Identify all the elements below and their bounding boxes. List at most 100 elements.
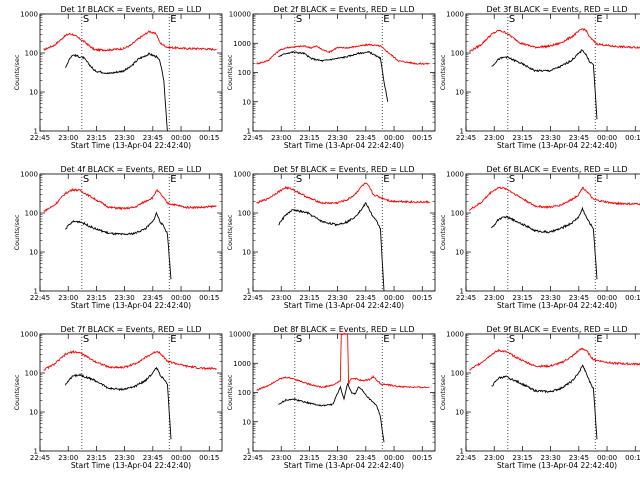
x-tick-label: 23:30 — [541, 294, 561, 302]
y-tick-label: 100 — [25, 370, 38, 378]
x-tick-label: 00:00 — [384, 294, 404, 302]
panel-title: Det 9f BLACK = Events, RED = LLD — [486, 325, 627, 334]
panel-title: Det 8f BLACK = Events, RED = LLD — [273, 325, 414, 334]
x-tick-label: 23:00 — [484, 134, 504, 142]
x-tick-label: 22:45 — [243, 294, 263, 302]
panel-det-3: Det 3f BLACK = Events, RED = LLD 1 10 100 10… — [439, 5, 640, 150]
panel-title: Det 5f BLACK = Events, RED = LLD — [273, 165, 414, 174]
x-axis-label: Start Time (13-Apr-04 22:42:40) — [497, 301, 617, 310]
y-axis-label: Counts/sec — [226, 214, 234, 250]
x-tick-label: 22:45 — [243, 454, 263, 462]
y-tick-label: 1 — [34, 288, 38, 296]
red-series-line — [43, 349, 217, 371]
black-series-line — [491, 206, 598, 280]
x-tick-label: 23:30 — [328, 454, 348, 462]
y-tick-label: 100 — [451, 370, 464, 378]
x-tick-label: 22:45 — [30, 294, 50, 302]
black-series-line — [278, 382, 385, 443]
x-tick-label: 00:00 — [384, 134, 404, 142]
y-tick-label: 10 — [455, 89, 464, 97]
x-tick-label: 23:00 — [484, 294, 504, 302]
x-tick-label: 23:45 — [569, 294, 589, 302]
panel-det-9: Det 9f BLACK = Events, RED = LLD 1 10 100 10… — [439, 325, 640, 470]
y-tick-label: 1 — [460, 448, 464, 456]
x-tick-label: 23:15 — [512, 134, 532, 142]
y-tick-label: 100 — [451, 210, 464, 218]
x-tick-label: 00:00 — [597, 134, 617, 142]
x-tick-label: 23:45 — [143, 454, 163, 462]
panel-det-6: Det 6f BLACK = Events, RED = LLD 1 10 100 10… — [439, 165, 640, 310]
x-tick-label: 23:30 — [115, 134, 135, 142]
x-axis-label: Start Time (13-Apr-04 22:42:40) — [71, 461, 191, 470]
plot-frame — [39, 173, 223, 292]
x-tick-label: 23:30 — [115, 294, 135, 302]
y-tick-label: 1000 — [446, 171, 464, 179]
red-series-line — [469, 28, 640, 52]
x-tick-label: 23:15 — [299, 294, 319, 302]
x-tick-label: 23:45 — [356, 454, 376, 462]
x-tick-label: 00:00 — [384, 454, 404, 462]
panel-title: Det 6f BLACK = Events, RED = LLD — [486, 165, 627, 174]
plot-frame — [39, 13, 223, 132]
y-tick-label: 100 — [238, 389, 251, 397]
y-tick-label: 1000 — [20, 331, 38, 339]
start-marker: S — [83, 174, 89, 185]
x-tick-label: 22:45 — [456, 294, 476, 302]
x-tick-label: 23:15 — [512, 294, 532, 302]
x-tick-label: 23:45 — [143, 134, 163, 142]
panel-title: Det 4f BLACK = Events, RED = LLD — [60, 165, 201, 174]
y-tick-label: 1 — [247, 288, 251, 296]
y-tick-label: 1 — [247, 448, 251, 456]
end-marker: E — [383, 174, 389, 185]
x-tick-label: 23:00 — [58, 294, 78, 302]
panel-title: Det 3f BLACK = Events, RED = LLD — [486, 5, 627, 14]
x-tick-label: 23:00 — [58, 454, 78, 462]
x-axis-label: Start Time (13-Apr-04 22:42:40) — [71, 141, 191, 150]
x-tick-label: 23:30 — [328, 134, 348, 142]
black-series-line — [491, 364, 598, 440]
y-tick-label: 10 — [29, 409, 38, 417]
x-tick-label: 23:45 — [143, 294, 163, 302]
black-series-line — [491, 49, 598, 120]
y-tick-label: 1 — [460, 288, 464, 296]
y-axis-label: Counts/sec — [439, 214, 447, 250]
x-tick-label: 00:15 — [199, 134, 219, 142]
x-axis-label: Start Time (13-Apr-04 22:42:40) — [497, 461, 617, 470]
y-tick-label: 1000 — [20, 171, 38, 179]
y-tick-label: 10 — [455, 249, 464, 257]
y-axis-label: Counts/sec — [13, 374, 21, 410]
x-tick-label: 00:15 — [412, 134, 432, 142]
start-marker: S — [296, 334, 302, 345]
x-tick-label: 22:45 — [456, 134, 476, 142]
panel-det-1: Det 1f BLACK = Events, RED = LLD 1 10 100 10… — [13, 5, 223, 150]
black-series-line — [278, 50, 389, 102]
start-marker: S — [83, 14, 89, 25]
end-marker: E — [170, 334, 176, 345]
y-tick-label: 10 — [455, 409, 464, 417]
x-tick-label: 22:45 — [30, 134, 50, 142]
end-marker: E — [170, 174, 176, 185]
black-series-line — [65, 52, 168, 132]
end-marker: E — [596, 334, 602, 345]
panel-det-7: Det 7f BLACK = Events, RED = LLD 1 10 100 10… — [13, 325, 223, 470]
red-series-line — [256, 182, 430, 205]
red-series-line — [469, 347, 640, 371]
black-series-line — [65, 211, 172, 280]
plot-frame — [252, 333, 436, 452]
y-tick-label: 1 — [460, 128, 464, 136]
y-tick-label: 100 — [25, 50, 38, 58]
x-tick-label: 23:00 — [271, 454, 291, 462]
panel-title: Det 1f BLACK = Events, RED = LLD — [60, 5, 201, 14]
x-tick-label: 23:30 — [115, 454, 135, 462]
start-marker: S — [509, 174, 515, 185]
y-tick-label: 10000 — [229, 11, 251, 19]
y-tick-label: 100 — [238, 69, 251, 77]
x-axis-label: Start Time (13-Apr-04 22:42:40) — [497, 141, 617, 150]
x-tick-label: 23:15 — [86, 134, 106, 142]
end-marker: E — [383, 14, 389, 25]
red-series-line — [43, 30, 217, 53]
x-tick-label: 23:45 — [356, 294, 376, 302]
plot-frame — [465, 173, 640, 292]
panel-det-8: Det 8f BLACK = Events, RED = LLD 1 10 100 10… — [226, 325, 436, 470]
plot-frame — [252, 173, 436, 292]
